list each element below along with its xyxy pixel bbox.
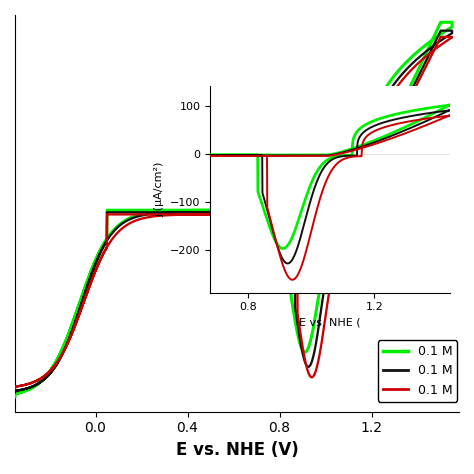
X-axis label: E vs. NHE (V): E vs. NHE (V) <box>176 441 298 459</box>
Legend: 0.1 M, 0.1 M, 0.1 M: 0.1 M, 0.1 M, 0.1 M <box>378 340 457 401</box>
